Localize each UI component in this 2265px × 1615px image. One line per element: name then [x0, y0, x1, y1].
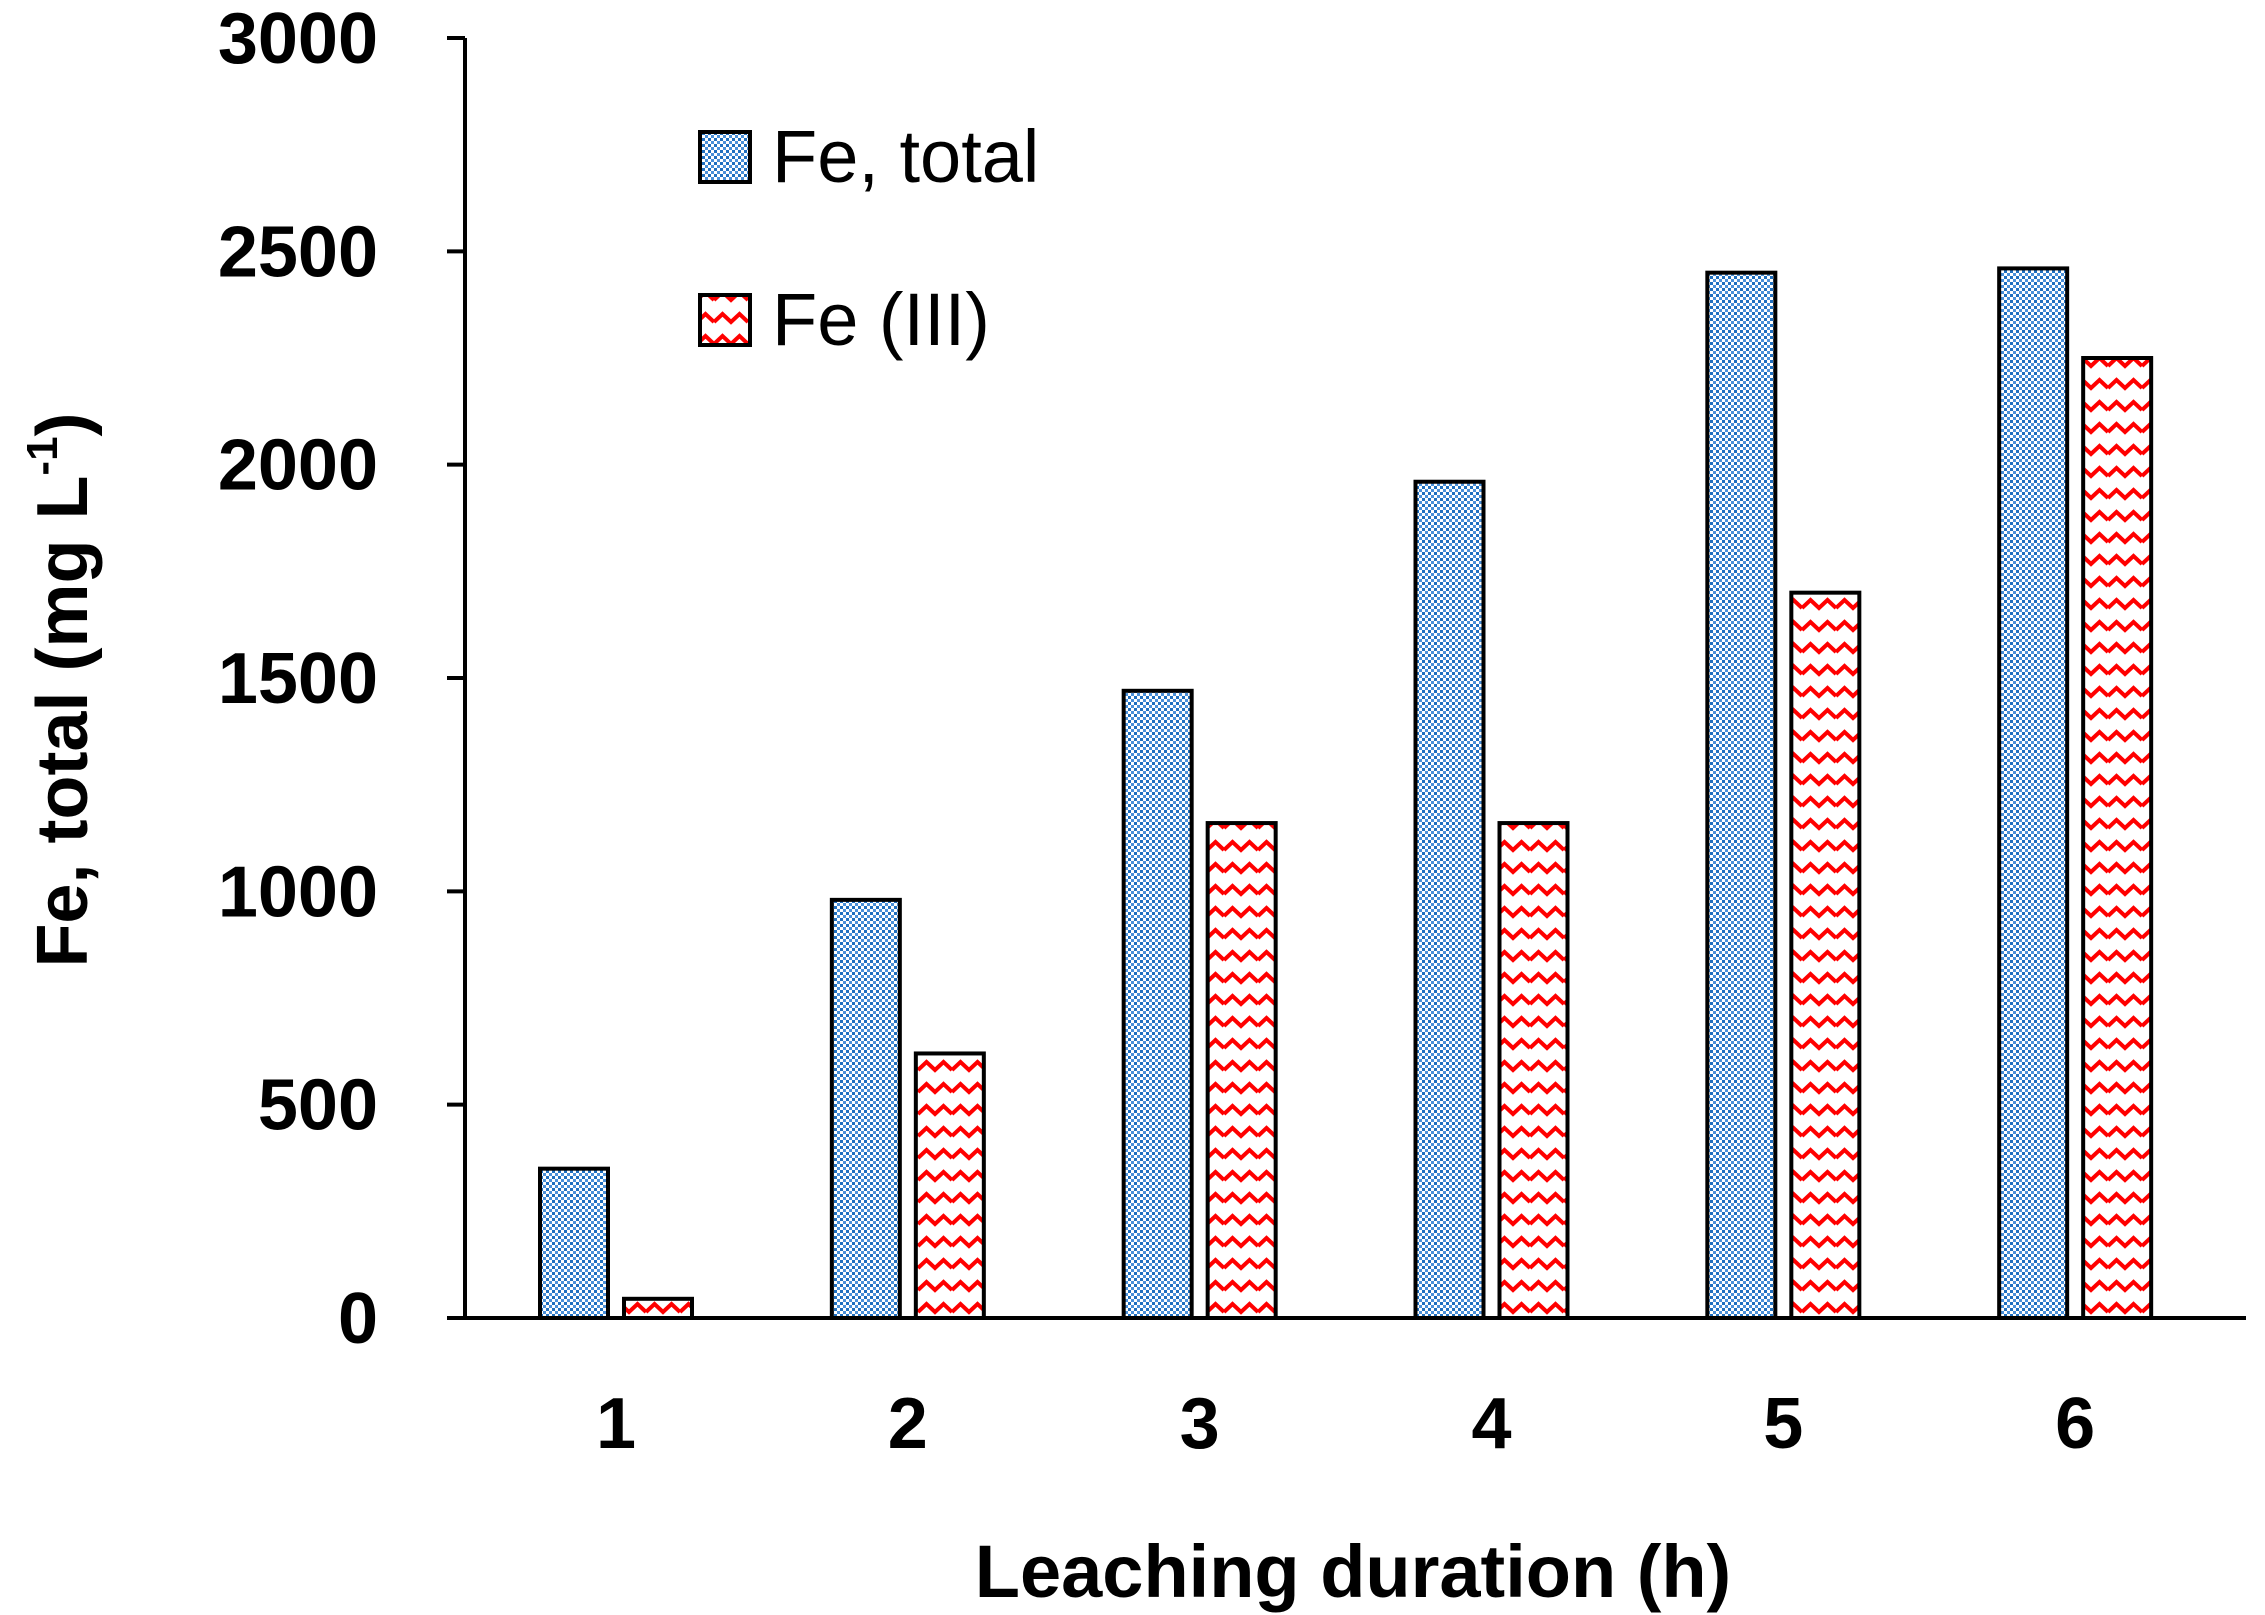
bar-fe-total-3 — [1121, 688, 1194, 1320]
y-tick-label: 1000 — [218, 852, 378, 932]
legend-swatch-fe-total — [698, 130, 752, 184]
legend-swatch-fe-iii — [698, 293, 752, 347]
y-axis-title-main: Fe, total (mg L — [23, 476, 103, 968]
legend: Fe, total Fe (III) — [698, 115, 1039, 361]
bar-fe-total-2 — [829, 897, 902, 1320]
y-axis-ticks: 0 500 1000 1500 2000 2500 3000 — [218, 0, 465, 1359]
x-tick-label: 1 — [596, 1384, 636, 1464]
bars-group — [538, 266, 2154, 1321]
x-tick-label: 4 — [1471, 1384, 1511, 1464]
y-tick-label: 2000 — [218, 426, 378, 506]
bar-fe-iii-1 — [622, 1296, 694, 1321]
x-tick-label: 5 — [1763, 1384, 1803, 1464]
y-tick-label: 2500 — [218, 212, 378, 292]
x-tick-label: 2 — [888, 1384, 928, 1464]
y-tick-label: 1500 — [218, 639, 378, 719]
y-tick-label: 500 — [258, 1066, 378, 1146]
legend-label-fe-iii: Fe (III) — [772, 278, 990, 361]
bar-fe-iii-4 — [1497, 821, 1570, 1320]
bar-fe-iii-5 — [1789, 590, 1862, 1320]
bar-fe-total-6 — [1997, 266, 2070, 1320]
x-axis-title: Leaching duration (h) — [975, 1530, 1731, 1613]
bar-fe-iii-6 — [2081, 356, 2154, 1320]
y-axis-title-close: ) — [23, 412, 103, 436]
y-axis-title: Fe, total (mg L-1) — [18, 412, 103, 967]
x-axis-ticks: 1 2 3 4 5 6 — [596, 1384, 2095, 1464]
bar-fe-total-5 — [1705, 270, 1778, 1321]
y-tick-label: 0 — [338, 1279, 378, 1359]
legend-label-fe-total: Fe, total — [772, 115, 1039, 198]
y-tick-label: 3000 — [218, 0, 378, 79]
bar-fe-iii-2 — [913, 1051, 986, 1320]
bar-fe-total-4 — [1413, 479, 1486, 1320]
bar-fe-total-1 — [538, 1166, 610, 1320]
bar-fe-iii-3 — [1205, 821, 1278, 1320]
x-tick-label: 3 — [1180, 1384, 1220, 1464]
x-tick-label: 6 — [2055, 1384, 2095, 1464]
y-axis-title-superscript: -1 — [18, 436, 67, 475]
